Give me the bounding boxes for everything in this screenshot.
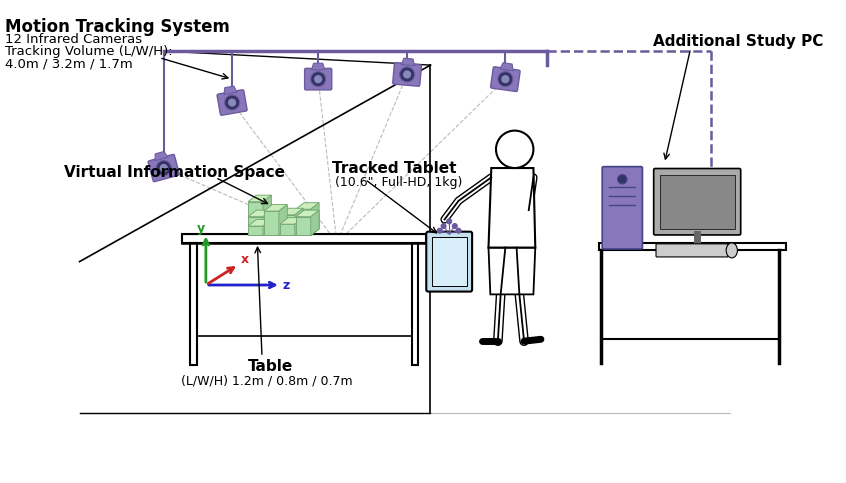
- Bar: [264, 211, 279, 235]
- Polygon shape: [310, 214, 319, 235]
- Polygon shape: [488, 168, 536, 248]
- Circle shape: [447, 219, 452, 224]
- Polygon shape: [248, 195, 272, 202]
- Bar: [280, 224, 294, 235]
- Text: 4.0m / 3.2m / 1.7m: 4.0m / 3.2m / 1.7m: [5, 57, 133, 71]
- Circle shape: [453, 224, 457, 228]
- Polygon shape: [248, 219, 272, 226]
- Circle shape: [437, 228, 442, 233]
- Bar: [190, 243, 196, 365]
- Polygon shape: [248, 210, 272, 217]
- FancyBboxPatch shape: [654, 169, 741, 235]
- Text: Table: Table: [248, 359, 294, 374]
- FancyBboxPatch shape: [656, 244, 728, 257]
- Ellipse shape: [726, 243, 738, 258]
- Polygon shape: [264, 206, 288, 213]
- FancyBboxPatch shape: [148, 155, 179, 182]
- Text: Motion Tracking System: Motion Tracking System: [5, 18, 229, 36]
- Polygon shape: [294, 212, 303, 235]
- Text: Additional Study PC: Additional Study PC: [653, 34, 823, 49]
- Polygon shape: [310, 210, 319, 235]
- Text: Virtual Information Space: Virtual Information Space: [63, 165, 284, 180]
- Text: y: y: [196, 222, 205, 235]
- Polygon shape: [294, 208, 303, 235]
- Polygon shape: [263, 195, 272, 235]
- Bar: [248, 202, 263, 235]
- Circle shape: [497, 71, 513, 86]
- Circle shape: [496, 130, 534, 168]
- Bar: [264, 222, 279, 235]
- FancyBboxPatch shape: [491, 67, 520, 91]
- Text: (10.6", Full-HD, 1kg): (10.6", Full-HD, 1kg): [335, 176, 463, 188]
- Bar: [296, 220, 310, 235]
- Polygon shape: [279, 204, 288, 235]
- Polygon shape: [264, 204, 288, 211]
- Text: x: x: [240, 253, 249, 266]
- Polygon shape: [224, 86, 237, 95]
- Text: z: z: [283, 279, 290, 292]
- Text: Tracking Volume (L/W/H):: Tracking Volume (L/W/H):: [5, 45, 173, 58]
- FancyBboxPatch shape: [426, 232, 472, 292]
- Text: Tracked Tablet: Tracked Tablet: [332, 160, 457, 175]
- Polygon shape: [401, 58, 415, 66]
- Bar: [183, 234, 426, 243]
- FancyBboxPatch shape: [393, 63, 421, 86]
- Polygon shape: [279, 206, 288, 235]
- Circle shape: [618, 174, 627, 184]
- Bar: [280, 215, 294, 235]
- FancyBboxPatch shape: [217, 90, 247, 115]
- Circle shape: [157, 160, 171, 175]
- Bar: [248, 217, 263, 235]
- Circle shape: [399, 67, 415, 82]
- FancyBboxPatch shape: [602, 167, 642, 249]
- Polygon shape: [500, 63, 514, 71]
- Bar: [296, 209, 310, 235]
- Polygon shape: [279, 216, 288, 235]
- Polygon shape: [296, 210, 319, 217]
- Polygon shape: [488, 248, 536, 294]
- Polygon shape: [280, 212, 303, 219]
- Circle shape: [442, 224, 446, 228]
- Bar: [264, 213, 279, 235]
- Polygon shape: [311, 63, 325, 70]
- Circle shape: [501, 75, 509, 83]
- Bar: [248, 226, 263, 235]
- Circle shape: [228, 99, 236, 107]
- Circle shape: [314, 75, 322, 83]
- Bar: [296, 217, 310, 235]
- Polygon shape: [263, 210, 272, 235]
- Polygon shape: [294, 218, 303, 235]
- Polygon shape: [264, 216, 288, 222]
- Polygon shape: [280, 218, 303, 224]
- Circle shape: [310, 71, 326, 86]
- Bar: [660, 174, 734, 229]
- Polygon shape: [263, 219, 272, 235]
- Bar: [599, 243, 786, 250]
- Bar: [412, 243, 418, 365]
- Circle shape: [403, 71, 411, 79]
- Polygon shape: [280, 208, 303, 215]
- FancyBboxPatch shape: [305, 69, 332, 90]
- Bar: [280, 219, 294, 235]
- Text: (L/W/H) 1.2m / 0.8m / 0.7m: (L/W/H) 1.2m / 0.8m / 0.7m: [180, 375, 352, 388]
- Circle shape: [160, 164, 168, 172]
- Polygon shape: [310, 203, 319, 235]
- Polygon shape: [296, 214, 319, 220]
- Polygon shape: [155, 152, 168, 161]
- Polygon shape: [296, 203, 319, 209]
- Circle shape: [224, 95, 239, 110]
- Text: 12 Infrared Cameras: 12 Infrared Cameras: [5, 33, 142, 46]
- Circle shape: [456, 228, 461, 233]
- Bar: [431, 237, 466, 286]
